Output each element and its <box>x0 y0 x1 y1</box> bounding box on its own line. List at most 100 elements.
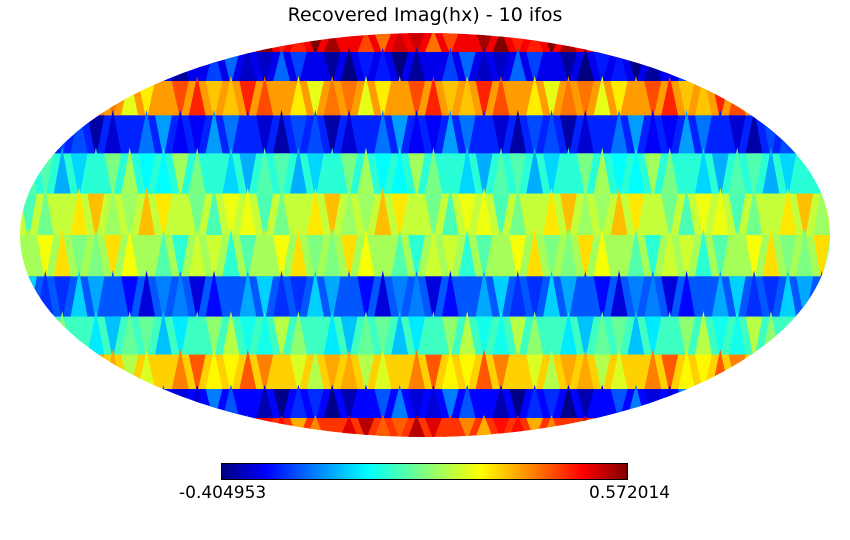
map-cell <box>745 235 763 283</box>
map-cell <box>593 310 611 355</box>
map-cell <box>104 235 122 283</box>
map-cell <box>779 389 797 423</box>
map-cell <box>678 349 695 390</box>
map-cell <box>543 270 560 317</box>
map-cell <box>205 349 223 390</box>
map-cell <box>171 235 189 283</box>
map-cell <box>87 80 105 117</box>
map-cell <box>36 51 55 82</box>
map-cell <box>188 33 207 53</box>
map-cell <box>171 187 189 235</box>
map-cell <box>695 310 712 355</box>
map-cell <box>20 418 38 437</box>
map-cell <box>205 415 223 437</box>
map-cell <box>661 33 679 52</box>
map-cell <box>425 310 442 355</box>
map-cell <box>273 47 290 81</box>
map-cell <box>391 115 409 160</box>
map-cell <box>425 33 442 52</box>
map-cell <box>728 33 747 53</box>
map-cell <box>711 51 730 82</box>
map-cell <box>222 276 240 323</box>
map-cell <box>644 235 662 283</box>
map-cell <box>222 75 240 116</box>
map-cell <box>205 153 223 200</box>
map-cell <box>711 316 729 361</box>
map-cell <box>222 310 240 355</box>
map-cell <box>53 389 72 419</box>
map-cell <box>492 228 510 277</box>
map-cell <box>391 75 409 116</box>
map-cell <box>560 115 577 160</box>
map-cell <box>813 389 830 423</box>
map-cell <box>121 228 139 277</box>
map-cell <box>323 147 341 194</box>
map-cell <box>678 389 696 419</box>
map-cell <box>87 276 105 323</box>
map-cell <box>678 33 695 55</box>
map-cell <box>408 389 425 423</box>
map-cell <box>53 33 72 53</box>
map-cell <box>695 115 712 160</box>
map-cell <box>273 316 290 361</box>
map-cell <box>695 33 712 52</box>
map-cell <box>138 235 155 283</box>
map-cell <box>374 80 392 121</box>
map-cell <box>205 316 223 361</box>
map-cell <box>779 418 797 437</box>
map-cell <box>20 389 38 419</box>
map-cell <box>695 75 712 116</box>
map-cell <box>20 33 38 53</box>
map-cell <box>306 153 324 200</box>
map-cell <box>138 415 155 437</box>
map-cell <box>121 51 139 86</box>
map-cell <box>239 415 257 437</box>
map-cell <box>711 33 730 53</box>
map-cells <box>20 33 830 437</box>
map-cell <box>391 51 409 86</box>
map-cell <box>36 33 55 53</box>
map-cell <box>475 389 493 423</box>
map-cell <box>425 51 442 86</box>
map-cell <box>560 228 577 277</box>
map-cell <box>188 115 206 160</box>
map-cell <box>188 418 207 437</box>
map-cell <box>576 153 594 200</box>
map-cell <box>728 193 746 242</box>
map-cell <box>256 115 274 160</box>
map-cell <box>323 384 341 419</box>
map-cell <box>20 51 38 82</box>
map-cell <box>543 316 560 361</box>
map-cell <box>306 109 324 154</box>
map-cell <box>121 418 139 437</box>
map-cell <box>53 354 72 390</box>
map-cell <box>104 389 122 419</box>
map-cell <box>492 276 510 323</box>
map-cell <box>188 147 206 194</box>
map-cell <box>796 384 814 419</box>
map-cell <box>779 316 797 361</box>
map-cell <box>779 80 797 121</box>
map-cell <box>441 80 459 121</box>
map-cell <box>661 193 679 242</box>
map-cell <box>273 153 290 200</box>
map-cell <box>762 354 780 395</box>
map-cell <box>391 310 409 355</box>
map-cell <box>509 47 527 81</box>
map-cell <box>36 316 54 361</box>
map-cell <box>188 33 206 52</box>
map-cell <box>492 354 510 395</box>
map-cell <box>543 47 560 81</box>
map-cell <box>256 51 274 86</box>
map-cell <box>441 235 459 283</box>
map-cell <box>138 51 156 82</box>
map-cell <box>70 109 88 154</box>
map-cell <box>745 316 763 361</box>
map-cell <box>728 75 746 116</box>
map-cell <box>661 33 679 53</box>
map-cell <box>121 33 139 53</box>
map-cell <box>323 418 341 437</box>
map-cell <box>374 109 392 154</box>
map-cell <box>492 147 510 194</box>
map-cell <box>121 147 139 194</box>
